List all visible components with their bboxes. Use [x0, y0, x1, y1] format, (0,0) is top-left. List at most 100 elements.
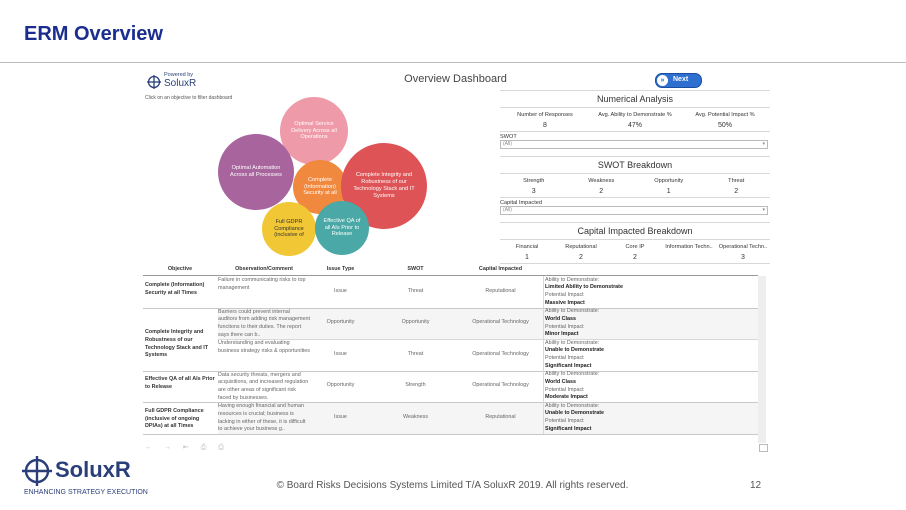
- impact-line: Minor Impact: [545, 331, 579, 338]
- objective-cell[interactable]: Complete (Information) Security at all T…: [145, 281, 205, 296]
- issue-type-cell: Opportunity: [326, 319, 355, 326]
- objective-bubble[interactable]: Effective QA of all AIs Prior to Release: [315, 201, 369, 255]
- impact-line: Ability to Demonstrate:: [545, 402, 600, 409]
- observation-cell: Failure in communicating risks to top ma…: [218, 277, 306, 291]
- capital-cell: Reputational: [485, 287, 516, 294]
- objective-bubble[interactable]: Optimal Service Delivery Across all Oper…: [280, 97, 348, 165]
- metric-value: 2: [599, 188, 604, 195]
- section-title: Numerical Analysis: [596, 94, 674, 104]
- observation-cell: Barriers could prevent internal auditors…: [218, 308, 310, 338]
- capital-cell: Operational Technology: [472, 319, 529, 326]
- table-header: Capital Impacted: [478, 266, 523, 272]
- section-rule: [500, 222, 770, 223]
- column-header: Opportunity: [654, 178, 684, 184]
- objective-bubble[interactable]: Full GDPR Compliance (inclusive of: [262, 202, 316, 256]
- issue-type-cell: Issue: [334, 413, 347, 420]
- impact-line: Moderate Impact: [545, 394, 588, 401]
- impact-line: Ability to Demonstrate:: [545, 308, 600, 314]
- impact-line: Potential Impact: [545, 355, 584, 362]
- next-button[interactable]: » Next: [655, 73, 702, 88]
- impact-line: World Class: [545, 378, 577, 385]
- filter-value: (All): [503, 207, 512, 213]
- bubble-label: Optimal Automation Across all Processes: [230, 165, 282, 178]
- issue-table: Objective Observation/Comment Issue Type SW…: [143, 263, 770, 443]
- next-label: Next: [673, 76, 689, 83]
- instruction: Click on an objective to filter dashboar…: [145, 95, 233, 101]
- section-title: Capital Impacted Breakdown: [577, 226, 693, 236]
- column-header: Financial: [515, 244, 539, 250]
- impact-divider: [543, 276, 544, 308]
- fullscreen-icon[interactable]: [759, 444, 768, 452]
- impact-line: Potential Impact: [545, 418, 584, 425]
- filter-dropdown[interactable]: (All) ▾: [500, 140, 768, 149]
- table-header: SWOT: [407, 266, 424, 272]
- metric-value: 3: [741, 254, 745, 261]
- column-header: Reputational: [565, 244, 597, 250]
- metric-value: 3: [531, 188, 536, 195]
- row-rule: [218, 339, 758, 340]
- objective-cell[interactable]: Complete Integrity and Robustness of our…: [145, 329, 209, 359]
- filter-label: Capital Impacted: [500, 200, 542, 206]
- observation-cell: Data security threats, mergers and acqui…: [218, 371, 309, 401]
- objective-cell[interactable]: Effective QA of all AIs Prior to Release: [145, 376, 215, 391]
- section-rule: [500, 131, 770, 132]
- objective-bubble[interactable]: Optimal Automation Across all Processes: [218, 134, 294, 210]
- issue-type-cell: Opportunity: [326, 382, 355, 389]
- impact-line: Significant Impact: [545, 425, 592, 432]
- group-rule: [143, 307, 758, 309]
- table-toolbar: ← → ⇤ ⎙ ⎙: [145, 444, 229, 451]
- column-header: Strength: [523, 178, 545, 184]
- impact-divider: [543, 307, 544, 339]
- swot-cell: Threat: [407, 287, 424, 294]
- logo-icon: [147, 75, 161, 89]
- impact-line: Limited Ability to Demonstrate: [545, 284, 623, 291]
- metric-value: 2: [579, 254, 583, 261]
- objective-cell[interactable]: Full GDPR Compliance (inclusive of ongoi…: [145, 407, 204, 430]
- group-rule: [143, 433, 758, 435]
- section-title: SWOT Breakdown: [597, 160, 673, 170]
- next-icon: »: [657, 75, 668, 86]
- dashboard-title: Overview Dashboard: [404, 73, 507, 85]
- column-header: Threat: [728, 178, 745, 184]
- column-header: Information Techn..: [665, 244, 713, 250]
- table-header: Objective: [167, 266, 193, 272]
- dashboard: Powered by SoluxR Click on an objective …: [143, 68, 770, 456]
- header-rule: [0, 62, 906, 63]
- section-rule: [500, 90, 770, 91]
- table-header: Issue Type: [326, 266, 355, 272]
- impact-line: Massive Impact: [545, 299, 585, 306]
- impact-line: Significant Impact: [545, 362, 592, 369]
- column-header: Core IP: [625, 244, 645, 250]
- bubble-label: Complete Integrity and Robustness of our…: [353, 172, 415, 199]
- footer-tagline: ENHANCING STRATEGY EXECUTION: [24, 489, 148, 496]
- group-rule: [143, 402, 758, 403]
- metric-value: 2: [633, 254, 637, 261]
- impact-line: Ability to Demonstrate:: [545, 339, 600, 346]
- impact-divider: [543, 339, 544, 371]
- section-rule: [500, 156, 770, 157]
- filter-value: (All): [503, 141, 512, 147]
- section-rule: [500, 239, 770, 240]
- footer-brand: SoluxR: [55, 457, 131, 482]
- metric-value: 1: [666, 188, 671, 195]
- powered-by: Powered by: [164, 72, 194, 78]
- filter-dropdown[interactable]: (All) ▾: [500, 206, 768, 215]
- impact-line: Ability to Demonstrate:: [545, 371, 600, 377]
- metric-value: 50%: [717, 122, 732, 129]
- issue-type-cell: Issue: [334, 350, 347, 357]
- section-rule: [500, 197, 770, 198]
- metric-value: 8: [543, 122, 547, 129]
- metric-value: 47%: [627, 122, 642, 129]
- column-header: Avg. Potential Impact %: [695, 112, 755, 118]
- swot-cell: Strength: [405, 382, 426, 389]
- capital-cell: Operational Technology: [472, 350, 529, 357]
- metric-value: 1: [525, 254, 529, 261]
- dropdown-arrow: ▾: [762, 207, 765, 213]
- column-header: Avg. Ability to Demonstrate %: [598, 112, 672, 118]
- column-header: Number of Responses: [517, 112, 573, 118]
- analysis-panel: Numerical Analysis Number of Responses 8 Av…: [500, 88, 770, 264]
- column-header: Operational Techn..: [718, 244, 768, 250]
- section-rule: [500, 263, 770, 264]
- table-header: Observation/Comment: [235, 266, 293, 272]
